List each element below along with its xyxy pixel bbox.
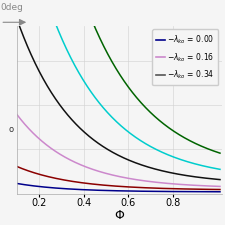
Text: o: o <box>9 125 14 134</box>
Text: 0deg: 0deg <box>0 3 23 12</box>
Legend: $-\lambda_{ko}$ = 0.00, $-\lambda_{ko}$ = 0.16, $-\lambda_{ko}$ = 0.34: $-\lambda_{ko}$ = 0.00, $-\lambda_{ko}$ … <box>152 29 218 85</box>
X-axis label: Φ: Φ <box>115 209 124 222</box>
